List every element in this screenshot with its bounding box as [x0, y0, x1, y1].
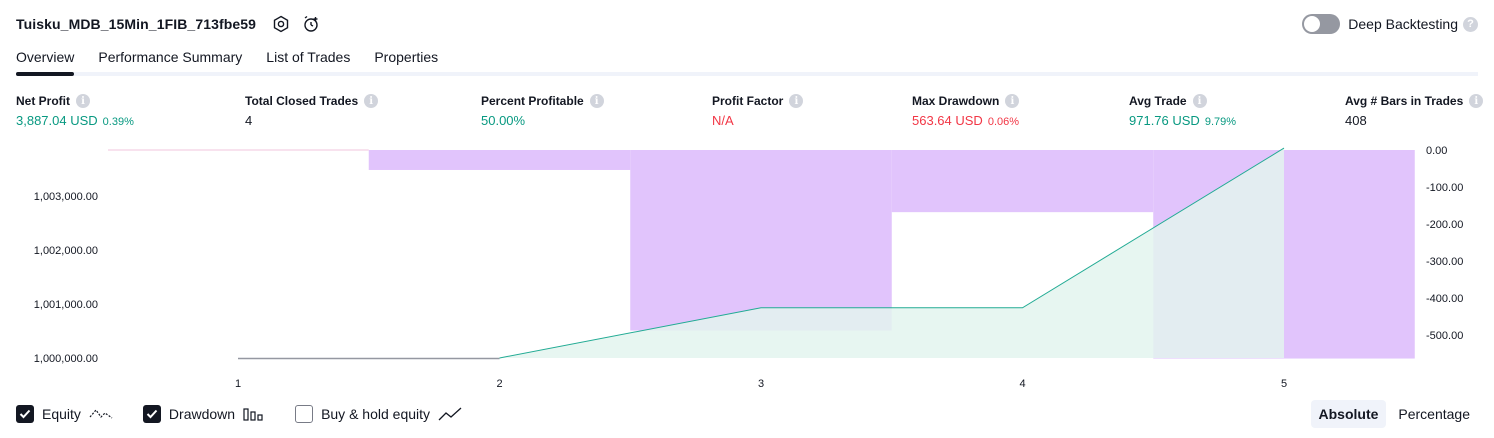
toggle-knob: [1304, 16, 1321, 32]
equity-checkbox[interactable]: [16, 405, 34, 423]
x-axis-tick: 4: [1019, 378, 1025, 390]
legend-buy-hold-equity[interactable]: Buy & hold equity: [295, 405, 462, 423]
metric-label: Avg # Bars in Trades: [1345, 94, 1464, 108]
metric-label: Total Closed Trades: [245, 94, 359, 108]
chart-legend: Equity Drawdown Buy & hold equity: [16, 402, 492, 426]
metric-percent: 9.79%: [1204, 116, 1237, 128]
drawdown-bars-icon: [243, 406, 265, 422]
metric-label: Net Profit: [16, 94, 70, 108]
percentage-button[interactable]: Percentage: [1398, 406, 1470, 422]
strategy-header: Tuisku_MDB_15Min_1FIB_713fbe59: [16, 12, 322, 36]
deep-backtesting: Deep Backtesting ?: [1302, 12, 1478, 36]
metric-total-closed-trades: Total Closed Trades i 4: [245, 93, 379, 128]
info-icon[interactable]: i: [76, 94, 90, 108]
metric-value: 971.76 USD: [1129, 113, 1200, 128]
x-axis-tick: 5: [1281, 378, 1287, 390]
equity-area: [238, 148, 1284, 358]
add-alert-icon[interactable]: [300, 13, 322, 35]
equity-line-icon: [89, 406, 113, 422]
deep-backtesting-label: Deep Backtesting: [1348, 16, 1458, 32]
equity-chart[interactable]: 1,000,000.00 1,001,000.00 1,002,000.00 1,00…: [0, 140, 1494, 400]
legend-drawdown[interactable]: Drawdown: [142, 405, 265, 423]
right-axis-tick: -500.00: [1426, 330, 1463, 342]
overlap-region: [1153, 150, 1284, 359]
metric-percent-profitable: Percent Profitable i 50.00%: [481, 93, 604, 128]
drawdown-bar: [630, 150, 892, 331]
drawdown-checkbox[interactable]: [142, 405, 161, 423]
metric-value: 50.00%: [481, 113, 526, 128]
equity-chart-svg: 1,000,000.00 1,001,000.00 1,002,000.00 1,00…: [34, 145, 1464, 390]
info-icon[interactable]: i: [789, 94, 804, 108]
settings-icon[interactable]: [270, 13, 292, 35]
metric-label: Avg Trade: [1129, 94, 1187, 108]
absolute-button[interactable]: Absolute: [1310, 400, 1387, 428]
buy-hold-checkbox[interactable]: [295, 405, 314, 423]
left-axis-tick: 1,000,000.00: [34, 353, 98, 365]
tab-properties[interactable]: Properties: [374, 49, 439, 65]
tab-performance-summary[interactable]: Performance Summary: [98, 49, 243, 65]
metric-label: Max Drawdown: [912, 94, 1000, 108]
display-mode-switch: Absolute Percentage: [1307, 400, 1479, 428]
right-axis-tick: -200.00: [1426, 219, 1463, 231]
drawdown-bar: [368, 150, 631, 170]
tab-overview[interactable]: Overview: [16, 44, 75, 76]
tab-list-of-trades[interactable]: List of Trades: [266, 49, 351, 65]
drawdown-bar: [891, 150, 1154, 213]
left-axis-tick: 1,001,000.00: [34, 299, 98, 311]
info-icon[interactable]: i: [1192, 94, 1207, 108]
trend-line-icon: [438, 406, 462, 422]
right-axis-tick: -400.00: [1426, 293, 1463, 305]
legend-equity[interactable]: Equity: [16, 405, 113, 423]
equity-line: [499, 147, 1285, 359]
metric-value: 408: [1345, 113, 1367, 128]
legend-label: Equity: [42, 406, 81, 422]
metric-avg-trade: Avg Trade i 971.76 USD 9.79%: [1129, 93, 1236, 128]
metric-value: 563.64 USD: [912, 113, 983, 128]
left-axis-tick: 1,003,000.00: [34, 191, 98, 203]
metric-profit-factor: Profit Factor i N/A: [712, 93, 804, 128]
legend-label: Drawdown: [168, 406, 236, 422]
legend-label: Buy & hold equity: [321, 406, 431, 422]
help-icon[interactable]: ?: [1463, 16, 1478, 32]
right-axis-tick: 0.00: [1426, 145, 1447, 157]
metric-value: N/A: [712, 113, 734, 128]
info-icon[interactable]: i: [364, 94, 379, 108]
metric-value: 4: [245, 113, 253, 128]
metric-net-profit: Net Profit i 3,887.04 USD 0.39%: [16, 93, 134, 128]
metric-label: Percent Profitable: [481, 94, 584, 108]
deep-backtesting-toggle[interactable]: [1302, 14, 1341, 34]
metric-max-drawdown: Max Drawdown i 563.64 USD 0.06%: [912, 93, 1020, 128]
info-icon[interactable]: i: [1469, 94, 1484, 108]
x-axis-tick: 3: [758, 378, 764, 390]
right-axis-tick: -100.00: [1426, 182, 1463, 194]
info-icon[interactable]: i: [589, 94, 604, 108]
metric-percent: 0.06%: [987, 116, 1020, 128]
x-axis-tick: 2: [496, 378, 502, 390]
metric-label: Profit Factor: [712, 94, 784, 108]
x-axis-tick: 1: [235, 378, 241, 390]
metric-value: 3,887.04 USD: [16, 113, 98, 128]
strategy-name: Tuisku_MDB_15Min_1FIB_713fbe59: [16, 16, 257, 32]
metric-avg-bars-in-trades: Avg # Bars in Trades i 408: [1345, 93, 1484, 128]
left-axis-tick: 1,002,000.00: [34, 245, 98, 257]
right-axis-tick: -300.00: [1426, 256, 1463, 268]
tab-bar: Overview Performance Summary List of Tra…: [16, 44, 1478, 76]
metric-percent: 0.39%: [102, 116, 134, 128]
info-icon[interactable]: i: [1005, 94, 1020, 108]
